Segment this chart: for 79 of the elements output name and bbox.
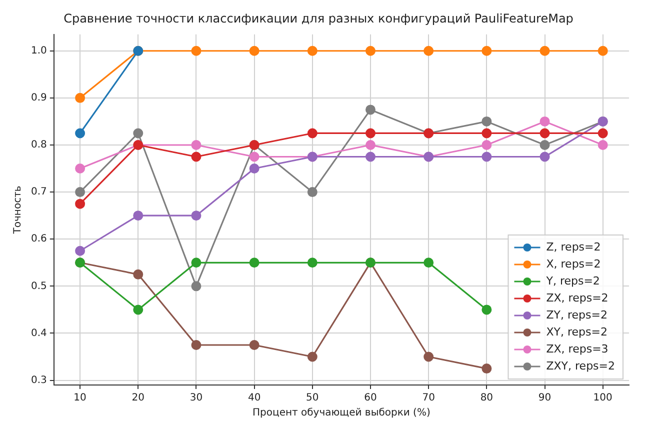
point: [133, 128, 144, 138]
point: [249, 152, 260, 162]
x-tick-label: 40: [248, 392, 261, 404]
point: [75, 164, 86, 174]
legend-label: XY, reps=2: [546, 325, 608, 338]
point: [191, 152, 202, 162]
point: [307, 258, 318, 268]
x-tick-label: 30: [190, 392, 203, 404]
point: [75, 187, 86, 198]
point: [365, 128, 376, 138]
legend-label: X, reps=2: [546, 257, 601, 270]
point: [133, 304, 144, 315]
y-tick-label: 0.4: [30, 328, 47, 339]
point: [191, 210, 202, 221]
point: [540, 46, 550, 56]
point: [75, 198, 86, 209]
point: [424, 258, 434, 268]
point: [482, 304, 492, 315]
point: [191, 340, 202, 350]
point: [598, 128, 608, 138]
point: [133, 210, 144, 221]
point: [365, 46, 376, 56]
point: [249, 46, 260, 56]
x-tick-label: 100: [593, 392, 612, 404]
point: [133, 269, 144, 280]
point: [191, 140, 202, 150]
point: [249, 258, 260, 268]
point: [191, 281, 202, 292]
y-tick-label: 0.5: [30, 280, 47, 292]
point: [249, 340, 260, 350]
point: [365, 104, 376, 115]
point: [482, 46, 492, 56]
chart-title: Сравнение точности классификации для разных конфигураций PauliFeatureMap: [64, 11, 574, 26]
legend-label: ZX, reps=3: [546, 342, 608, 356]
x-tick-label: 70: [422, 392, 435, 404]
point: [598, 46, 608, 56]
point: [540, 116, 550, 126]
y-tick-label: 0.6: [30, 234, 47, 245]
legend-label: ZXY, reps=2: [546, 359, 616, 372]
point: [307, 46, 318, 56]
legend-label: Y, reps=2: [545, 274, 600, 288]
point: [307, 128, 318, 138]
point: [540, 152, 550, 162]
point: [598, 140, 608, 150]
point: [365, 140, 376, 150]
point: [482, 128, 492, 138]
y-axis-title: Точность: [12, 186, 24, 235]
x-tick-label: 50: [306, 392, 319, 404]
y-tick-label: 1.0: [30, 45, 47, 56]
x-tick-label: 10: [74, 392, 86, 404]
point: [482, 152, 492, 162]
point: [365, 152, 376, 162]
point: [75, 92, 86, 103]
y-tick-label: 0.9: [30, 92, 47, 104]
point: [540, 128, 550, 138]
point: [482, 116, 492, 126]
point: [75, 246, 86, 256]
point: [307, 187, 318, 198]
x-axis-title: Процент обучающей выборки (%): [252, 408, 430, 419]
point: [75, 128, 86, 138]
y-tick-label: 0.3: [30, 374, 47, 386]
point: [191, 258, 202, 268]
point: [424, 46, 434, 56]
point: [424, 352, 434, 362]
point: [482, 140, 492, 150]
legend-label: ZY, reps=2: [546, 308, 608, 322]
legend-label: Z, reps=2: [546, 240, 601, 254]
point: [482, 364, 492, 374]
x-tick-label: 90: [538, 392, 552, 404]
x-tick-label: 80: [480, 392, 494, 404]
x-tick-label: 60: [364, 392, 377, 404]
x-tick-label: 20: [132, 392, 144, 404]
legend-label: ZX, reps=2: [546, 291, 608, 304]
point: [191, 46, 202, 56]
point: [249, 164, 260, 174]
y-tick-label: 0.8: [30, 140, 47, 151]
y-tick-label: 0.7: [30, 186, 47, 198]
point: [540, 140, 550, 150]
point: [307, 352, 318, 362]
